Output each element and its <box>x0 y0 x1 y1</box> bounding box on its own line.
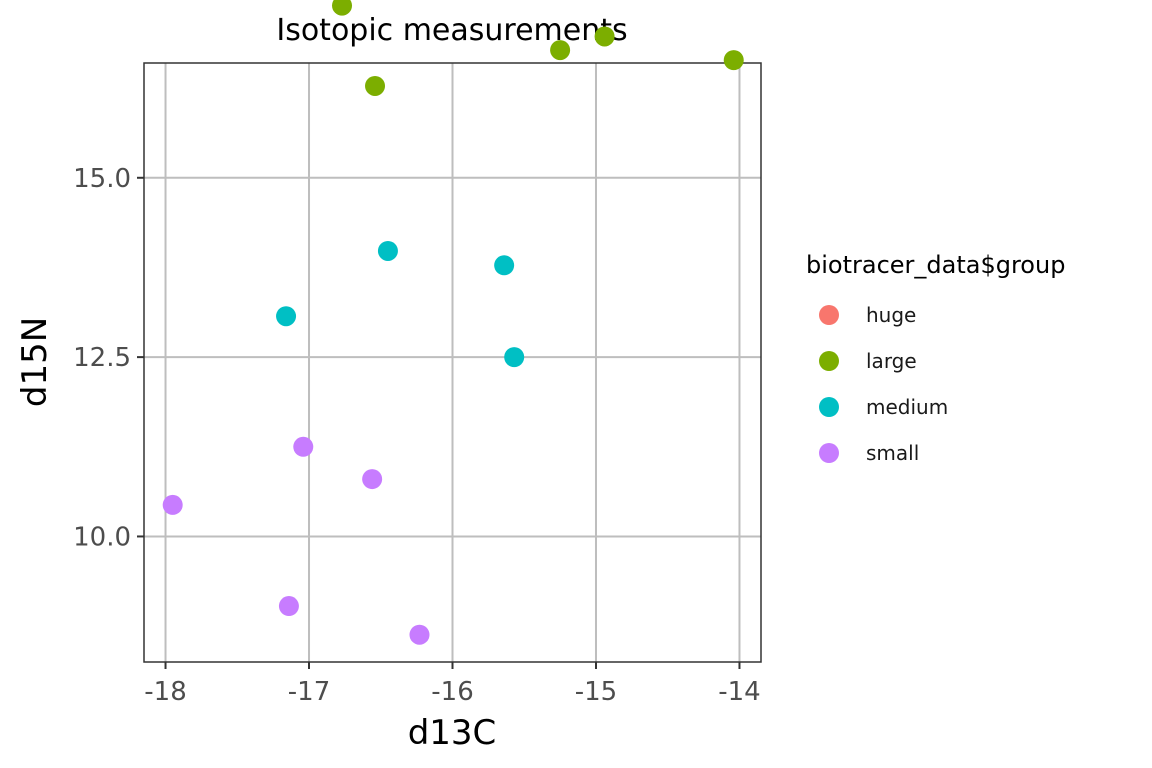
grid-lines <box>144 63 761 662</box>
data-points <box>162 0 744 645</box>
legend-label-huge: huge <box>866 303 916 327</box>
x-tick-label: -15 <box>575 677 617 707</box>
legend-label-medium: medium <box>866 395 948 419</box>
legend-key-small <box>819 443 839 463</box>
legend-key-medium <box>819 397 839 417</box>
data-point-medium <box>276 306 297 327</box>
x-tick-label: -16 <box>431 677 473 707</box>
x-tick-label: -14 <box>718 677 760 707</box>
chart-title: Isotopic measurements <box>276 13 627 48</box>
y-tick-label: 10.0 <box>73 522 131 552</box>
data-point-large <box>332 0 353 16</box>
legend: biotracer_data$group huge large medium smal… <box>806 251 1065 465</box>
data-point-small <box>362 469 383 490</box>
data-point-large <box>550 40 571 61</box>
x-tick-label: -17 <box>288 677 330 707</box>
data-point-small <box>278 596 299 617</box>
data-point-large <box>723 50 744 71</box>
data-point-small <box>293 436 314 457</box>
legend-key-huge <box>819 305 839 325</box>
data-point-medium <box>377 240 398 261</box>
legend-items: huge large medium small <box>819 303 948 465</box>
x-axis-title: d13C <box>408 713 497 753</box>
data-point-small <box>162 494 183 515</box>
y-tick-label: 12.5 <box>73 343 131 373</box>
legend-key-large <box>819 351 839 371</box>
data-point-large <box>594 26 615 47</box>
data-point-large <box>365 75 386 96</box>
legend-title: biotracer_data$group <box>806 251 1065 279</box>
data-point-medium <box>504 347 525 368</box>
y-tick-label: 15.0 <box>73 164 131 194</box>
legend-label-small: small <box>866 441 919 465</box>
data-point-medium <box>494 255 515 276</box>
x-tick-label: -18 <box>144 677 186 707</box>
data-point-small <box>409 624 430 645</box>
y-axis-title: d15N <box>15 317 55 407</box>
legend-label-large: large <box>866 349 917 373</box>
axis-ticks: -18 -17 -16 -15 -14 10.0 12.5 15.0 <box>73 164 761 707</box>
